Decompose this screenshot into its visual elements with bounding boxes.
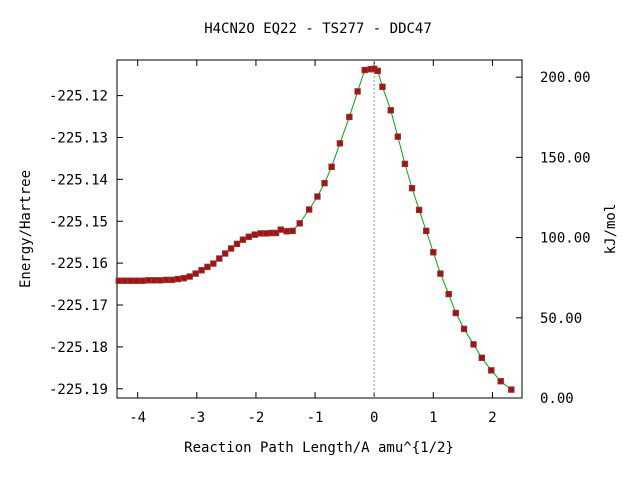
y-axis-right: 200.00 150.00 100.00 50.00 0.00: [516, 70, 591, 407]
data-point: [245, 233, 253, 240]
data-point: [488, 367, 495, 374]
data-point: [361, 66, 368, 74]
data-point: [115, 277, 122, 284]
data-point: [379, 83, 386, 91]
data-point: [272, 229, 280, 237]
chart-title: H4CN2O EQ22 - TS277 - DDC47: [204, 21, 432, 37]
data-point: [296, 220, 303, 227]
data-point: [192, 270, 199, 277]
data-point: [162, 276, 170, 284]
x-tick-label: 1: [429, 410, 437, 426]
data-point: [470, 341, 477, 348]
data-point: [336, 140, 344, 147]
data-point: [328, 163, 335, 170]
data-point: [168, 276, 176, 284]
data-point: [251, 231, 258, 238]
x-tick-label: -2: [248, 410, 265, 426]
data-point: [145, 277, 152, 284]
data-point: [221, 250, 229, 257]
data-point: [233, 240, 241, 248]
x-tick-label: 2: [488, 410, 496, 426]
x-tick-label: -1: [307, 410, 324, 426]
data-point: [354, 88, 361, 95]
data-point: [227, 245, 235, 252]
data-point: [321, 179, 328, 187]
data-point: [204, 263, 211, 271]
data-point: [133, 277, 140, 284]
y-right-tick-label: 200.00: [540, 70, 591, 86]
data-point: [210, 260, 217, 267]
y-right-tick-label: 50.00: [540, 311, 582, 327]
data-point: [445, 290, 452, 298]
data-point: [127, 277, 134, 284]
y-left-tick-label: -225.15: [49, 214, 108, 230]
data-point: [289, 227, 296, 235]
data-point: [139, 277, 146, 284]
data-point: [277, 226, 284, 233]
data-point: [387, 107, 394, 114]
data-point: [198, 267, 205, 274]
data-point: [121, 277, 128, 284]
data-point: [423, 227, 430, 235]
data-point: [452, 309, 459, 317]
y-left-tick-label: -225.12: [49, 89, 108, 105]
y-left-tick-label: -225.17: [49, 298, 108, 314]
y-left-tick-label: -225.16: [49, 256, 108, 272]
data-point: [174, 275, 182, 283]
y-axis-label-left: Energy/Hartree: [18, 170, 34, 288]
data-point: [186, 273, 193, 280]
data-point: [346, 113, 353, 121]
x-tick-label: -4: [129, 410, 146, 426]
x-tick-label: -3: [188, 410, 205, 426]
data-point: [257, 230, 264, 237]
data-point: [314, 193, 321, 200]
x-axis: -4 -3 -2 -1 0 1 2: [129, 60, 497, 426]
x-tick-label: 0: [370, 410, 378, 426]
data-point: [497, 378, 504, 385]
x-axis-label: Reaction Path Length/A amu^{1/2}: [184, 440, 454, 456]
data-point: [239, 236, 247, 243]
y-axis-label-right: kJ/mol: [603, 204, 619, 255]
data-point: [283, 228, 290, 235]
data-point: [394, 133, 402, 140]
data-points: [115, 65, 515, 393]
y-right-tick-label: 150.00: [540, 150, 591, 166]
plot-frame: [116, 59, 523, 399]
data-point: [460, 325, 468, 333]
data-point: [374, 67, 381, 75]
data-point: [508, 386, 515, 393]
data-point: [408, 184, 416, 192]
data-point: [430, 249, 437, 256]
y-left-tick-label: -225.18: [49, 340, 108, 356]
data-point: [156, 277, 164, 284]
y-axis-left: -225.12 -225.13 -225.14 -225.15 -225.16 -225.…: [49, 89, 123, 398]
y-left-tick-label: -225.14: [49, 172, 108, 188]
y-left-tick-label: -225.19: [49, 382, 108, 398]
y-right-tick-label: 100.00: [540, 231, 591, 247]
energy-curve-line: [118, 68, 512, 391]
data-point: [478, 354, 485, 361]
data-point: [180, 275, 188, 282]
data-point: [415, 206, 423, 214]
data-point: [437, 270, 444, 277]
data-point: [151, 277, 158, 284]
data-point: [216, 255, 223, 262]
data-point: [305, 206, 313, 213]
data-point: [401, 160, 409, 168]
y-right-tick-label: 0.00: [540, 391, 574, 407]
y-left-tick-label: -225.13: [49, 130, 108, 146]
